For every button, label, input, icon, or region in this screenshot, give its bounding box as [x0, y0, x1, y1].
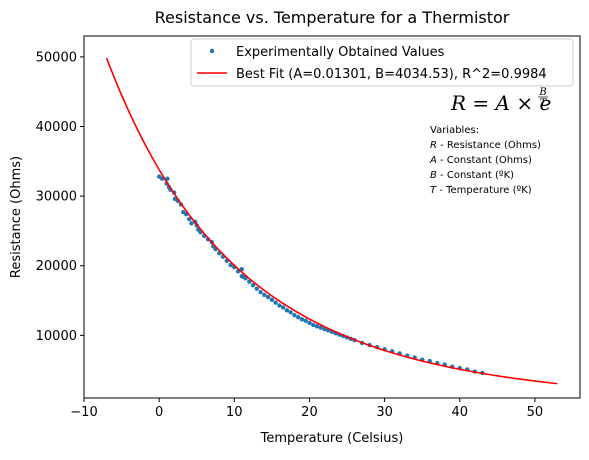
data-point [187, 216, 192, 222]
chart-title: Resistance vs. Temperature for a Thermis… [155, 8, 510, 27]
data-point [254, 286, 260, 291]
data-point [247, 279, 252, 284]
x-tick-label: 10 [226, 405, 243, 420]
data-point [265, 294, 271, 300]
variable-line: Variables: [430, 125, 479, 136]
data-point [299, 317, 305, 322]
legend-box [190, 38, 574, 87]
data-point [288, 310, 293, 315]
variable-line: R - Resistance (Ohms) [430, 140, 541, 151]
data-point [314, 324, 320, 329]
variable-line: B - Constant (ºK) [430, 170, 514, 181]
data-point [307, 320, 312, 326]
data-point [303, 318, 308, 323]
best-fit-curve [105, 57, 558, 385]
formula-exponent-numerator: B [538, 87, 546, 98]
data-point [250, 283, 256, 288]
plot-area-frame [83, 35, 581, 399]
x-tick-label: 50 [527, 405, 544, 420]
x-tick-label: 0 [155, 405, 163, 420]
plot-content [105, 57, 558, 385]
formula-exponent-denominator: T [540, 98, 548, 109]
formula-main: R = A × e [450, 91, 551, 115]
variable-line: A - Constant (Ohms) [429, 155, 532, 166]
y-axis-label: Resistance (Ohms) [9, 156, 24, 278]
data-point [165, 176, 170, 181]
x-axis-ticks: −10 0 10 20 30 40 50 [70, 398, 543, 420]
data-point [189, 221, 194, 226]
data-point [258, 289, 263, 295]
x-axis-label: Temperature (Celsius) [260, 431, 404, 446]
data-point [318, 325, 323, 330]
legend-label-scatter: Experimentally Obtained Values [236, 45, 445, 60]
y-tick-label: 20000 [36, 259, 77, 274]
y-tick-label: 40000 [36, 120, 77, 135]
x-tick-label: 40 [451, 405, 468, 420]
y-tick-label: 50000 [36, 50, 77, 65]
legend: Experimentally Obtained Values Best Fit … [190, 38, 574, 87]
data-point [273, 300, 278, 305]
data-point [269, 297, 275, 303]
y-tick-label: 30000 [36, 190, 77, 205]
data-point [292, 312, 297, 318]
variable-line: T - Temperature (ºK) [430, 185, 532, 196]
data-point [311, 322, 316, 328]
data-point [284, 308, 290, 313]
y-tick-label: 10000 [36, 329, 77, 344]
data-point [262, 292, 267, 298]
data-point [277, 303, 282, 308]
x-tick-label: 20 [301, 405, 318, 420]
formula-annotation: R = A × e B T [450, 87, 551, 115]
data-point [280, 305, 286, 310]
x-tick-label: 30 [376, 405, 393, 420]
legend-marker-scatter [209, 48, 215, 54]
data-point [228, 262, 233, 268]
x-tick-label: −10 [70, 405, 97, 420]
y-axis-ticks: 10000 20000 30000 40000 50000 [36, 50, 84, 344]
data-point [295, 315, 301, 320]
legend-label-fit: Best Fit (A=0.01301, B=4034.53), R^2=0.9… [236, 67, 547, 82]
variables-annotation: Variables: R - Resistance (Ohms) A - Const… [429, 125, 541, 196]
